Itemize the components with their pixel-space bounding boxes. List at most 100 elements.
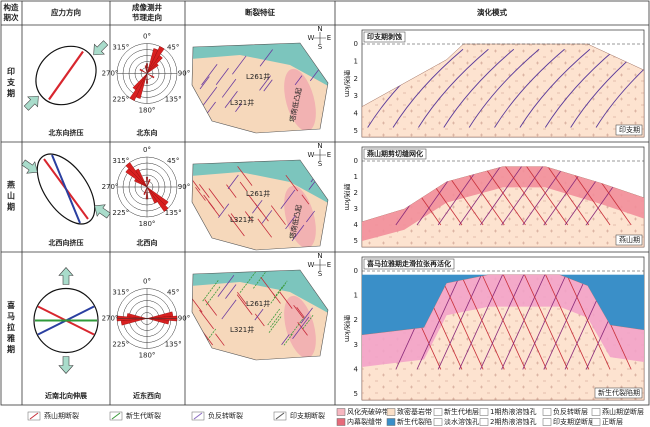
header-period: 期次 — [4, 12, 19, 22]
map-fault — [244, 211, 253, 222]
depth-tick-label: 1 — [354, 173, 358, 181]
rose-petal — [146, 46, 165, 74]
compass-label: W — [308, 151, 315, 159]
compass-label: S — [318, 160, 323, 168]
map-fault — [221, 78, 237, 98]
compass-label: N — [317, 252, 322, 260]
fault-trace — [494, 48, 565, 128]
legend-label: 负反转断裂 — [208, 411, 243, 420]
header-model: 演化模式 — [477, 7, 507, 17]
map-fault — [208, 188, 225, 209]
map-fault — [237, 166, 253, 186]
rose-petal — [146, 186, 169, 206]
map-fault — [270, 312, 282, 328]
rose-petal — [146, 318, 170, 325]
map-fault — [237, 291, 247, 305]
map-fault — [205, 286, 221, 306]
legend-swatch-line — [29, 412, 39, 420]
map-fault — [202, 280, 219, 302]
compass-label: S — [318, 270, 323, 278]
legend-swatch — [336, 408, 346, 416]
map-fault — [224, 91, 238, 109]
map-fault — [228, 214, 245, 237]
fault-trace — [501, 166, 547, 226]
stress-arrow — [58, 267, 74, 285]
header-stress: 应力方向 — [51, 7, 81, 17]
stage-label: 燕山期 — [619, 235, 640, 244]
rose-petal — [146, 186, 158, 204]
map-fault — [204, 299, 218, 316]
model-title-box — [363, 31, 406, 43]
period-label: 印支期 — [6, 66, 16, 100]
compass-label: N — [317, 142, 322, 150]
map-fault — [199, 184, 210, 198]
map-fault — [239, 270, 257, 293]
map-basin — [192, 160, 328, 204]
compass-label: S — [318, 43, 323, 51]
depth-tick-label: 4 — [354, 221, 359, 229]
rose-angle-label: 270° — [102, 70, 119, 78]
basement — [361, 43, 645, 138]
rose-petal — [146, 73, 155, 79]
rose-angle-label: 135° — [165, 96, 182, 104]
compass-label: E — [327, 151, 331, 159]
legend-swatch-line — [111, 412, 121, 420]
well-label: L261井 — [246, 72, 270, 81]
map-fault — [260, 276, 275, 296]
rose-petal — [146, 179, 151, 188]
compass — [314, 259, 326, 271]
header-lines — [1, 1, 649, 405]
map-fault — [291, 224, 305, 242]
fault-trace — [468, 48, 540, 128]
table-frame — [0, 0, 650, 406]
legend-label: 淡水溶蚀孔 — [444, 417, 479, 426]
rose-angle-label: 45° — [167, 43, 179, 51]
legend-swatch — [542, 408, 552, 416]
depth-tick-label: 3 — [354, 92, 358, 100]
legend-swatch — [433, 418, 443, 426]
map-fault — [297, 321, 308, 336]
depth-tick-label: 5 — [354, 390, 358, 398]
compass-label: W — [308, 261, 315, 269]
well-label: L261井 — [246, 189, 270, 198]
legend-label: 2期热液溶蚀孔 — [490, 417, 536, 426]
stress-caption: 北东向挤压 — [49, 128, 84, 137]
legend-label: 新生代断裂 — [126, 411, 161, 420]
rose-angle-label: 180° — [139, 107, 156, 115]
fault-trace — [519, 48, 591, 128]
map-fault — [218, 203, 230, 218]
map-fault — [285, 215, 296, 230]
map-fault — [232, 55, 247, 75]
model-title: 喜马拉雅期走滑拉张再活化 — [367, 259, 451, 268]
legend-label: 新生代地层 — [444, 407, 479, 416]
depth-tick-label: 3 — [354, 341, 358, 349]
map-fault — [306, 210, 315, 223]
legend-swatch-line — [193, 412, 203, 420]
depth-tick-label: 2 — [354, 75, 358, 83]
legend-swatch — [591, 408, 601, 416]
map-uplift — [284, 295, 316, 359]
fault-trace — [443, 48, 515, 128]
map-fault — [226, 184, 237, 198]
rose-petal — [132, 73, 148, 91]
map-fault — [279, 291, 293, 309]
depth-tick-label: 2 — [354, 316, 358, 324]
rose-angle-label: 90° — [178, 315, 190, 323]
rose-angle-label: 45° — [167, 157, 179, 165]
map-fault — [199, 309, 214, 330]
well-label: L261井 — [246, 299, 270, 308]
legend-label: 燕山期断裂 — [44, 411, 79, 420]
fault-trace — [522, 166, 569, 226]
compass — [314, 149, 326, 161]
rose-angle-label: 270° — [102, 183, 119, 191]
well-label: L321井 — [230, 98, 254, 107]
depth-axis-label: 埋深/km — [343, 314, 351, 342]
compass-label: W — [308, 34, 315, 42]
depth-tick-label: 3 — [354, 205, 358, 213]
depth-tick-label: 2 — [354, 189, 358, 197]
legend-swatch — [591, 418, 601, 426]
map-fault — [310, 166, 323, 183]
map-fault — [252, 199, 263, 214]
rose-angle-label: 45° — [167, 288, 179, 296]
